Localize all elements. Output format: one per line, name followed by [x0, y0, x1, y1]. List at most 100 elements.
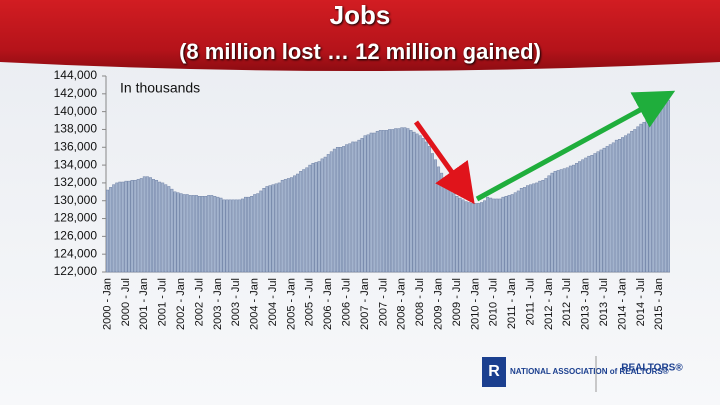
bar — [299, 171, 303, 273]
bar — [446, 186, 450, 273]
bar — [464, 201, 468, 273]
bar — [476, 203, 480, 273]
chart-subtitle: (8 million lost … 12 million gained) — [179, 39, 541, 64]
bar — [351, 141, 355, 273]
bar — [455, 196, 459, 273]
bar — [369, 132, 373, 273]
bar — [605, 146, 609, 273]
bar — [342, 146, 346, 273]
bar — [335, 147, 339, 273]
bar — [228, 199, 232, 273]
x-tick-label: 2001 - Jan — [138, 278, 150, 330]
bar — [550, 172, 554, 273]
bar — [470, 203, 474, 273]
bar — [225, 199, 229, 273]
y-tick-label: 140,000 — [54, 104, 98, 118]
bar — [627, 133, 631, 273]
bar — [608, 144, 612, 273]
x-tick-label: 2008 - Jan — [396, 278, 408, 330]
bar — [397, 128, 401, 273]
bar — [323, 156, 327, 273]
y-tick-label: 130,000 — [54, 193, 98, 207]
bar — [348, 143, 352, 273]
bar — [648, 116, 652, 273]
bar — [308, 164, 312, 273]
decline-arrow — [413, 120, 475, 205]
bar — [415, 133, 419, 273]
y-tick-label: 136,000 — [54, 139, 98, 153]
bar — [326, 154, 330, 273]
bar — [636, 126, 640, 273]
bar — [136, 179, 140, 273]
bar — [127, 180, 131, 273]
bar — [513, 192, 517, 273]
bar — [590, 155, 594, 273]
bar — [400, 127, 404, 273]
bar — [314, 162, 318, 273]
bar — [145, 176, 149, 273]
bar — [522, 187, 526, 273]
y-tick-label: 134,000 — [54, 157, 98, 171]
bar — [495, 198, 499, 273]
bar — [148, 177, 152, 273]
x-tick-label: 2005 - Jan — [285, 278, 297, 330]
bar — [222, 199, 226, 273]
bar — [384, 130, 388, 273]
bar — [568, 165, 572, 273]
bar — [449, 188, 453, 273]
bar — [657, 107, 661, 273]
x-tick-label: 2006 - Jul — [341, 278, 353, 326]
bar — [645, 119, 649, 273]
bar — [617, 139, 621, 273]
bar — [188, 195, 192, 273]
bar — [654, 110, 658, 273]
bar — [237, 199, 241, 273]
y-tick-label: 144,000 — [54, 68, 98, 82]
bar — [207, 195, 211, 273]
bar — [173, 191, 177, 273]
bar — [430, 153, 434, 273]
nar-logo-mark — [482, 357, 506, 387]
bar — [562, 168, 566, 273]
bar — [394, 128, 398, 273]
bar — [492, 198, 496, 273]
bar — [501, 196, 505, 273]
bar — [155, 179, 159, 273]
bar — [240, 198, 244, 273]
x-tick-label: 2000 - Jul — [120, 278, 132, 326]
bar — [553, 171, 557, 273]
bar — [121, 181, 125, 273]
bar — [529, 184, 533, 273]
x-tick-label: 2004 - Jan — [249, 278, 261, 330]
bar — [614, 139, 618, 273]
bar — [231, 199, 235, 273]
bar — [633, 129, 637, 273]
bar — [519, 188, 523, 273]
bar — [418, 135, 422, 273]
bar — [412, 131, 416, 273]
bar — [624, 135, 628, 273]
bar — [293, 175, 296, 273]
recovery-arrow — [475, 90, 676, 202]
y-tick-label: 142,000 — [54, 86, 98, 100]
bar — [302, 169, 306, 273]
x-tick-label: 2007 - Jul — [377, 278, 389, 326]
bar — [602, 147, 606, 273]
bar — [250, 196, 254, 273]
x-tick-label: 2011 - Jan — [506, 278, 518, 329]
bar — [106, 189, 110, 273]
bar — [461, 199, 465, 273]
y-tick-label: 126,000 — [54, 229, 98, 243]
bar — [234, 199, 238, 273]
bar — [115, 182, 119, 273]
bar — [565, 167, 569, 273]
bar — [360, 138, 364, 273]
bar — [581, 159, 585, 273]
bar — [142, 176, 146, 273]
y-tick-label: 138,000 — [54, 122, 98, 136]
bar — [109, 187, 113, 273]
y-tick-label: 128,000 — [54, 211, 98, 225]
bar — [403, 127, 407, 273]
bar — [544, 178, 548, 273]
bar — [381, 130, 385, 273]
